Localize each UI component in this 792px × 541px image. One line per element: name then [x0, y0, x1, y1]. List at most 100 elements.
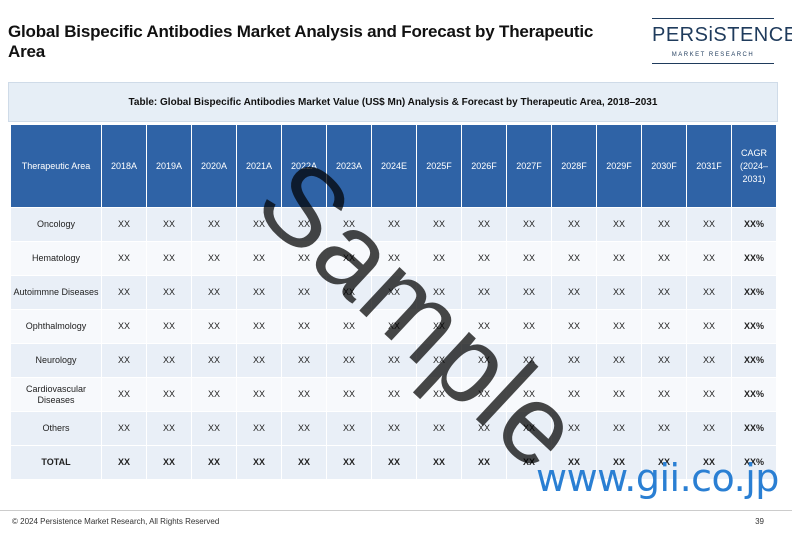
column-header: 2019A [146, 124, 192, 208]
table-cell: XX [416, 241, 462, 276]
table-cell: XX [641, 241, 687, 276]
table-cell: XX [551, 343, 597, 378]
table-cell: XX [686, 309, 732, 344]
table-cell: XX [596, 207, 642, 242]
persistence-logo: PERSiSTENCE MARKET RESEARCH [652, 18, 792, 64]
table-cell: XX [506, 343, 552, 378]
column-header: 2026F [461, 124, 507, 208]
table-cell: XX [326, 445, 372, 480]
cagr-cell: XX% [731, 207, 777, 242]
table-cell: XX [551, 445, 597, 480]
table-cell: XX [326, 207, 372, 242]
table-cell: XX [236, 343, 282, 378]
table-cell: XX [506, 207, 552, 242]
table-cell: XX [191, 411, 237, 446]
market-table: Therapeutic Area 2018A 2019A 2020A 2021A 2022… [10, 124, 777, 480]
cagr-cell: XX% [731, 377, 777, 412]
table-cell: XX [461, 411, 507, 446]
table-cell: XX [686, 411, 732, 446]
cagr-cell: XX% [731, 411, 777, 446]
table-cell: XX [146, 241, 192, 276]
table-cell: XX [416, 343, 462, 378]
table-cell: XX [416, 207, 462, 242]
table-body: Oncology XX XX XX XX XX XX XX XX XX XX XX XX XX XX XX% H… [10, 207, 777, 480]
table-cell: XX [596, 445, 642, 480]
table-cell: XX [416, 411, 462, 446]
table-cell: XX [686, 207, 732, 242]
table-header-row: Therapeutic Area 2018A 2019A 2020A 2021A 2022… [10, 124, 777, 208]
table-cell: XX [641, 343, 687, 378]
cagr-cell: XX% [731, 445, 777, 480]
table-row: Autoimmne Diseases XX XX XX XX XX XX XX XX XX XX XX… [10, 275, 777, 310]
table-cell: XX [416, 445, 462, 480]
table-cell: XX [281, 445, 327, 480]
table-cell: XX [551, 411, 597, 446]
table-cell: XX [461, 343, 507, 378]
table-cell: XX [506, 445, 552, 480]
table-cell: XX [551, 241, 597, 276]
table-cell: XX [461, 241, 507, 276]
table-cell: XX [416, 309, 462, 344]
table-cell: XX [101, 309, 147, 344]
table-cell: XX [551, 377, 597, 412]
table-cell: XX [641, 377, 687, 412]
table-cell: XX [191, 207, 237, 242]
table-cell: XX [641, 275, 687, 310]
column-header: 2022A [281, 124, 327, 208]
table-cell: XX [686, 445, 732, 480]
table-cell: XX [596, 377, 642, 412]
table-cell: XX [236, 411, 282, 446]
table-cell: XX [146, 343, 192, 378]
logo-wordmark: PERSiSTENCE [652, 24, 792, 46]
column-header: 2025F [416, 124, 462, 208]
table-cell: XX [596, 309, 642, 344]
column-header: 2020A [191, 124, 237, 208]
row-label: Hematology [10, 241, 102, 276]
table-cell: XX [371, 241, 417, 276]
table-cell: XX [506, 377, 552, 412]
table-cell: XX [371, 309, 417, 344]
table-caption: Table: Global Bispecific Antibodies Mark… [8, 82, 778, 122]
table-cell: XX [641, 207, 687, 242]
table-cell: XX [506, 275, 552, 310]
footer: © 2024 Persistence Market Research, All … [0, 510, 792, 541]
table-cell: XX [101, 411, 147, 446]
table-cell: XX [416, 377, 462, 412]
column-header: CAGR (2024–2031) [731, 124, 777, 208]
table-row: Hematology XX XX XX XX XX XX XX XX XX XX XX XX XX XX XX… [10, 241, 777, 276]
table-cell: XX [461, 309, 507, 344]
table-cell: XX [146, 275, 192, 310]
table-cell: XX [281, 275, 327, 310]
table-cell: XX [641, 411, 687, 446]
column-header: 2024E [371, 124, 417, 208]
column-header: 2027F [506, 124, 552, 208]
table-cell: XX [191, 445, 237, 480]
table-cell: XX [191, 241, 237, 276]
cagr-cell: XX% [731, 241, 777, 276]
table-cell: XX [281, 207, 327, 242]
table-cell: XX [416, 275, 462, 310]
row-label: Autoimmne Diseases [10, 275, 102, 310]
table-cell: XX [236, 309, 282, 344]
table-cell: XX [236, 275, 282, 310]
column-header-area: Therapeutic Area [10, 124, 102, 208]
table-cell: XX [461, 207, 507, 242]
table-cell: XX [191, 377, 237, 412]
table-cell: XX [191, 275, 237, 310]
table-cell: XX [146, 309, 192, 344]
row-label: TOTAL [10, 445, 102, 480]
table-cell: XX [326, 377, 372, 412]
table-cell: XX [506, 309, 552, 344]
column-header: 2028F [551, 124, 597, 208]
logo-tagline: MARKET RESEARCH [671, 52, 755, 58]
row-label: Ophthalmology [10, 309, 102, 344]
table-cell: XX [461, 275, 507, 310]
row-label: Neurology [10, 343, 102, 378]
gii-watermark: www.gii.co.jp [536, 456, 779, 500]
table-cell: XX [506, 411, 552, 446]
table-cell: XX [596, 241, 642, 276]
table-cell: XX [236, 241, 282, 276]
row-label: Oncology [10, 207, 102, 242]
total-row: TOTAL XX XX XX XX XX XX XX XX XX XX XX XX XX XX XX% [10, 445, 777, 480]
table-cell: XX [146, 377, 192, 412]
